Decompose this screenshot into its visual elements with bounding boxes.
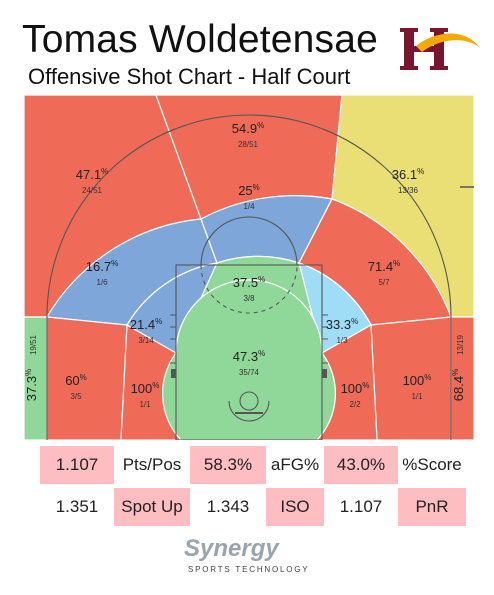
zone-made-att-right-deep: 13/36 bbox=[398, 186, 419, 195]
zone-pct-right-corner-three: 68.4% bbox=[451, 369, 466, 401]
score-pct-label: %Score bbox=[402, 455, 462, 474]
zone-made-att-left-deep: 24/51 bbox=[82, 186, 103, 195]
zone-labels: 47.1% 24/51 54.9% 28/51 36.1% 13/36 37.3% 19/51… bbox=[24, 121, 466, 409]
zone-made-att-right-baseline-long-two: 1/1 bbox=[411, 392, 423, 401]
afg-label: aFG% bbox=[270, 455, 320, 474]
synergy-logo: Synergy SPORTS TECHNOLOGY bbox=[180, 535, 308, 585]
zone-made-att-right-elbow-mid: 1/3 bbox=[336, 336, 348, 345]
zone-pct-left-elbow-mid: 21.4% bbox=[130, 317, 162, 332]
hopkins-h-logo bbox=[400, 28, 480, 70]
lane-block-left bbox=[171, 369, 176, 378]
shot-chart: 47.1% 24/51 54.9% 28/51 36.1% 13/36 37.3% 19/51… bbox=[24, 95, 474, 440]
synergy-wordmark: Synergy bbox=[184, 535, 279, 562]
afg-value: 58.3% bbox=[190, 446, 266, 484]
zone-made-att-right-corner-three: 13/19 bbox=[456, 334, 465, 355]
zone-made-att-left-baseline-long-two: 3/5 bbox=[70, 392, 82, 401]
zone-made-att-left-corner-three: 19/51 bbox=[29, 334, 38, 355]
three-point-sidelines bbox=[46, 317, 452, 440]
court-lines bbox=[46, 114, 474, 440]
zone-made-att-left-wing-three: 1/6 bbox=[96, 278, 108, 287]
zone-pct-free-throw-area: 37.5% bbox=[233, 275, 265, 290]
player-name: Tomas Woldetensae bbox=[22, 18, 379, 61]
zone-pct-center-deep: 54.9% bbox=[232, 121, 264, 136]
lane-block-right bbox=[322, 369, 327, 378]
pts-per-pos-label: Pts/Pos bbox=[122, 455, 182, 474]
zone-left-corner-three bbox=[24, 316, 48, 440]
iso-value: 1.343 bbox=[206, 497, 250, 516]
pts-per-pos-value: 1.107 bbox=[40, 446, 114, 484]
zone-made-att-right-baseline-mid: 2/2 bbox=[349, 400, 361, 409]
synergy-tagline: SPORTS TECHNOLOGY bbox=[188, 565, 310, 574]
zone-pct-right-deep: 36.1% bbox=[392, 167, 424, 182]
zone-made-att-top-key-three: 1/4 bbox=[243, 202, 255, 211]
hoop bbox=[239, 391, 259, 411]
free-throw-circle-bottom bbox=[200, 264, 298, 314]
pnr-value: 1.107 bbox=[339, 497, 383, 516]
zone-pct-left-corner-three: 37.3% bbox=[24, 369, 39, 401]
zone-made-att-center-deep: 28/51 bbox=[238, 140, 259, 149]
pnr-label: PnR bbox=[398, 488, 466, 526]
zone-left-baseline-long-two bbox=[46, 316, 128, 440]
zone-pct-left-wing-three: 16.7% bbox=[86, 259, 118, 274]
logo-swoosh bbox=[416, 33, 480, 52]
zone-pct-left-deep: 47.1% bbox=[76, 167, 108, 182]
zone-pct-right-elbow-mid: 33.3% bbox=[326, 317, 358, 332]
zone-pct-restricted-area: 47.3% bbox=[233, 349, 265, 364]
three-point-arc bbox=[46, 114, 452, 318]
zone-pct-right-wing-three: 71.4% bbox=[368, 259, 400, 274]
zone-made-att-free-throw-area: 3/8 bbox=[243, 294, 255, 303]
paint-lane bbox=[175, 264, 323, 440]
zone-made-att-left-baseline-mid: 1/1 bbox=[139, 400, 151, 409]
zone-pct-right-baseline-long-two: 100% bbox=[403, 373, 432, 388]
zone-fills bbox=[24, 95, 474, 440]
restricted-arc bbox=[228, 400, 270, 422]
zone-pct-left-baseline-mid: 100% bbox=[131, 381, 160, 396]
chart-subtitle: Offensive Shot Chart - Half Court bbox=[28, 64, 351, 89]
zone-made-att-right-wing-three: 5/7 bbox=[378, 278, 390, 287]
spot-up-label: Spot Up bbox=[114, 488, 190, 526]
score-pct-value: 43.0% bbox=[324, 446, 398, 484]
zone-made-att-restricted-area: 35/74 bbox=[239, 368, 260, 377]
zone-made-att-left-elbow-mid: 3/14 bbox=[138, 336, 154, 345]
zone-pct-right-baseline-mid: 100% bbox=[341, 381, 370, 396]
iso-label: ISO bbox=[266, 488, 324, 526]
spot-up-value: 1.351 bbox=[55, 497, 99, 516]
free-throw-circle-top bbox=[200, 216, 298, 266]
